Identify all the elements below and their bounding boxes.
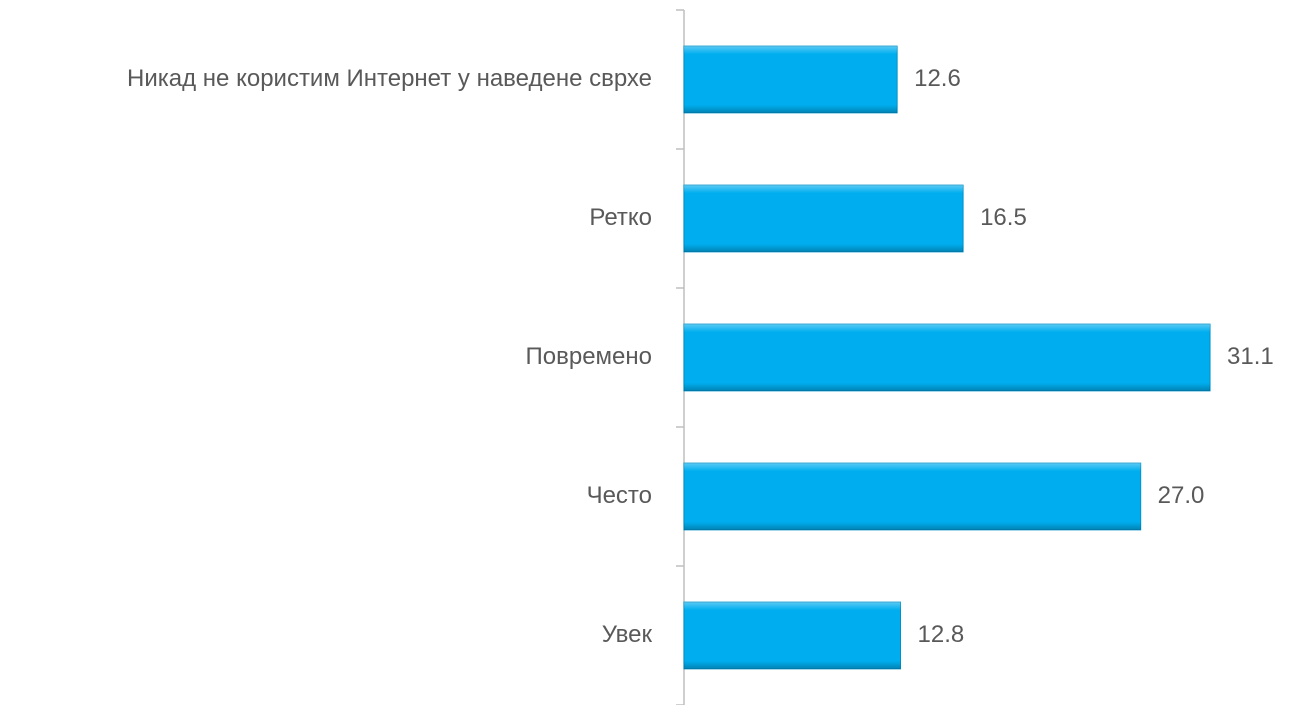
plot-area: Никад не користим Интернет у наведене св… bbox=[127, 9, 1274, 705]
data-label: 16.5 bbox=[980, 204, 1027, 231]
bar bbox=[683, 601, 902, 670]
bar bbox=[683, 462, 1142, 531]
category-label: Често bbox=[587, 482, 652, 509]
category-label: Ретко bbox=[589, 204, 652, 231]
data-label: 12.8 bbox=[918, 621, 965, 648]
bar bbox=[683, 45, 898, 114]
data-label: 31.1 bbox=[1227, 343, 1274, 370]
category-label: Увек bbox=[602, 621, 653, 648]
data-label: 27.0 bbox=[1158, 482, 1205, 509]
category-label: Никад не користим Интернет у наведене св… bbox=[127, 65, 652, 92]
data-label: 12.6 bbox=[914, 65, 961, 92]
bar bbox=[683, 184, 964, 253]
bar bbox=[683, 323, 1211, 392]
category-label: Повремено bbox=[526, 343, 653, 370]
